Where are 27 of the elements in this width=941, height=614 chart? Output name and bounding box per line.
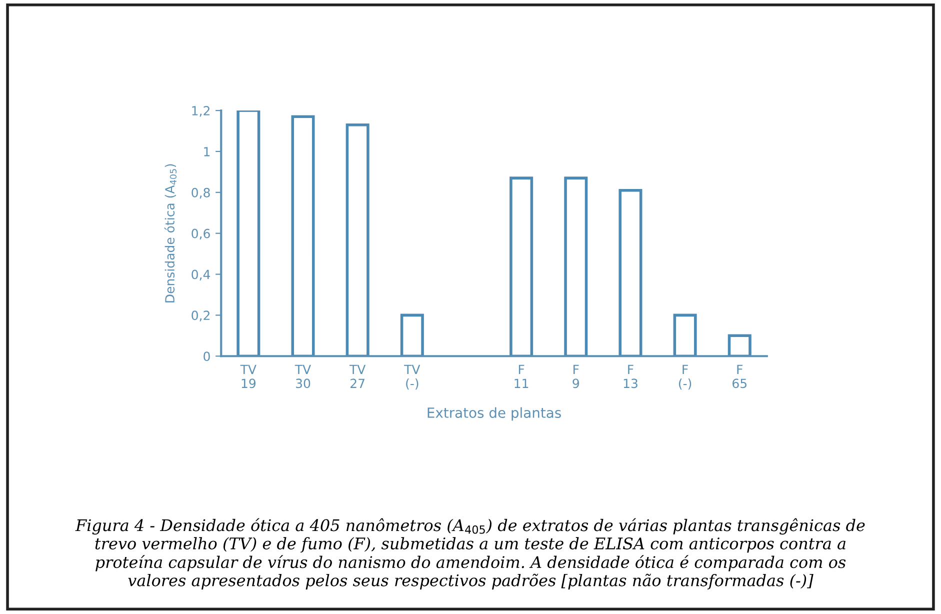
y-tick-label: 0,4 <box>192 270 210 280</box>
x-tick-label: TV (-) <box>404 364 420 390</box>
x-tick-label: F 65 <box>732 364 746 388</box>
bar <box>346 123 370 356</box>
bar <box>510 176 534 356</box>
x-tick-label: TV 30 <box>294 364 311 388</box>
x-tick-label: F 11 <box>514 364 528 388</box>
x-axis-title: Extratos de plantas <box>428 407 561 421</box>
bar <box>673 314 697 356</box>
x-tick-label: TV 27 <box>349 364 366 388</box>
bar <box>618 188 642 356</box>
bar <box>400 314 424 356</box>
x-tick-label: F 13 <box>624 364 638 388</box>
bar <box>291 115 315 356</box>
x-tick-label: F (-) <box>678 364 692 390</box>
y-tick-label: 0 <box>204 352 210 362</box>
y-tick-label: 0,2 <box>192 310 210 322</box>
y-tick-label: 0,8 <box>192 188 210 199</box>
y-tick-label: 1 <box>204 147 210 156</box>
y-tick-label: 1,2 <box>192 106 210 117</box>
x-tick-label: F 9 <box>572 364 579 388</box>
y-axis-title: Densidade ótica (A$_{405}$) <box>164 164 177 302</box>
bar <box>728 334 752 356</box>
x-tick-label: TV 19 <box>240 364 256 388</box>
y-tick-label: 0,6 <box>192 228 210 240</box>
text: Figura 4 - Densidade ótica a 405 nanômetros (A$_{405}$) de extratos de várias plantas transgênicas de trevo vermelho (TV) e de fumo (F), submetidas a um teste de ELISA com anticorpos contra a proteína capsular de vírus do nanismo do amendoim. A densidade ótica é comparada com os valores apresentados pelos seus respectivos padrões [plantas não transformadas (-)] <box>75 518 865 590</box>
bar <box>564 176 588 356</box>
